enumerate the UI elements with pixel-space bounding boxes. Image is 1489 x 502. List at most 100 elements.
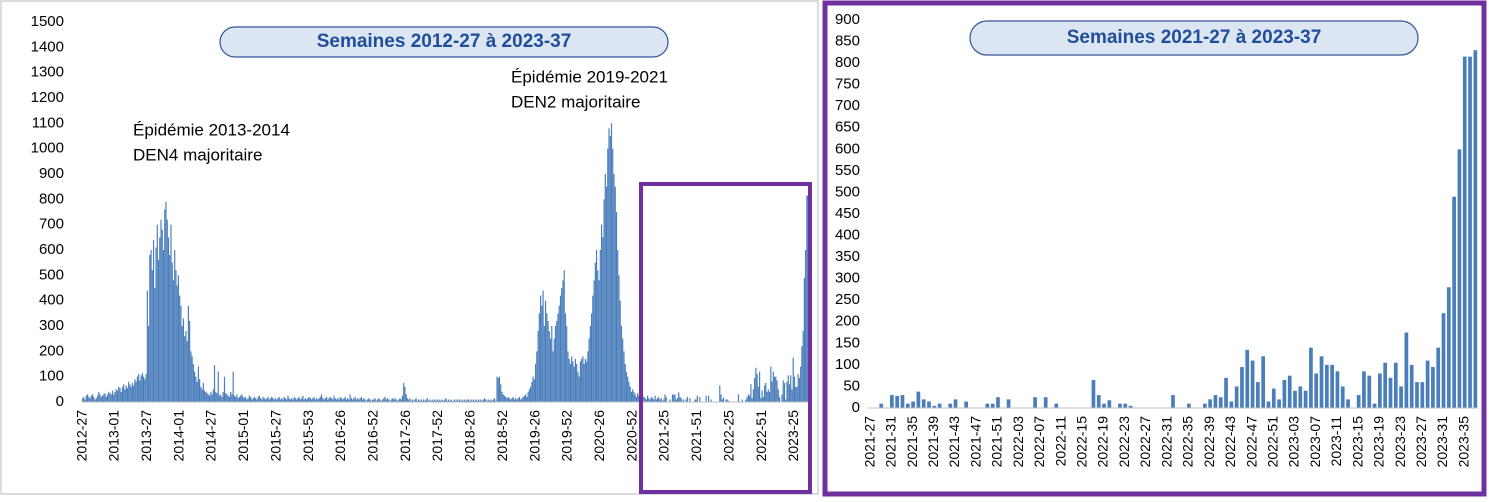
bar — [184, 336, 186, 402]
bar — [895, 395, 900, 408]
bar — [294, 398, 297, 402]
bar — [196, 381, 198, 402]
bar — [250, 396, 252, 402]
bar — [303, 399, 305, 402]
bar — [141, 372, 143, 402]
bar — [948, 403, 953, 408]
bar — [460, 400, 462, 402]
bar — [146, 290, 148, 402]
bar — [1431, 367, 1435, 408]
bar — [1446, 287, 1451, 408]
y-tick-label: 400 — [39, 292, 64, 309]
bar — [338, 399, 340, 402]
bar — [1399, 386, 1403, 408]
bar — [104, 393, 106, 402]
bar — [284, 398, 287, 402]
y-tick-label: 250 — [835, 291, 860, 308]
x-tick-label: 2022-43 — [1222, 416, 1238, 468]
bar — [257, 396, 259, 402]
bar — [495, 400, 497, 402]
x-tick-label: 2023-31 — [1434, 416, 1450, 468]
bar — [273, 399, 275, 402]
bar — [345, 399, 348, 402]
bar — [778, 396, 781, 402]
bar — [573, 366, 575, 402]
x-tick-label: 2016-52 — [365, 410, 381, 462]
bar — [404, 386, 406, 402]
bar — [311, 399, 313, 402]
bar — [501, 391, 503, 402]
bar — [286, 399, 288, 402]
bar — [362, 399, 364, 402]
bar — [339, 396, 341, 402]
bar — [719, 385, 721, 402]
bar — [598, 280, 600, 402]
bar — [269, 398, 272, 402]
bar — [911, 401, 915, 408]
bar — [927, 401, 931, 408]
bar — [542, 290, 544, 402]
bar — [455, 400, 457, 402]
x-tick-label: 2022-31 — [1158, 416, 1174, 468]
bar — [315, 398, 318, 402]
bar — [190, 351, 192, 402]
bar — [635, 396, 637, 402]
bar — [192, 364, 194, 402]
bar — [1234, 386, 1239, 408]
bar — [629, 386, 631, 402]
bar — [243, 398, 245, 402]
bar — [660, 398, 662, 402]
bar — [469, 400, 471, 402]
bar — [760, 398, 762, 402]
x-tick-label: 2021-43 — [946, 416, 962, 468]
bar — [617, 250, 619, 402]
bar — [537, 331, 539, 402]
bar — [213, 365, 216, 402]
bar — [135, 381, 137, 402]
bar — [610, 123, 613, 402]
y-tick-label: 400 — [835, 227, 860, 244]
annotation: Épidémie 2019-2021 — [511, 67, 668, 86]
bar — [722, 397, 725, 402]
bar — [165, 201, 167, 402]
bar — [1303, 390, 1308, 408]
bar — [373, 399, 375, 402]
x-tick-label: 2022-35 — [1180, 416, 1196, 468]
bar — [506, 398, 508, 402]
bar — [798, 377, 801, 402]
bar — [561, 288, 563, 402]
bar — [750, 384, 752, 402]
bar — [588, 338, 590, 402]
bar — [157, 260, 160, 402]
bar — [370, 400, 372, 402]
bar — [625, 371, 628, 402]
bar — [655, 399, 657, 402]
bar — [88, 396, 90, 402]
bar — [800, 366, 802, 402]
y-tick-label: 1100 — [32, 114, 64, 131]
bar — [536, 351, 538, 402]
bar — [381, 399, 384, 402]
bar — [755, 367, 757, 402]
bar — [482, 399, 484, 402]
bar — [450, 399, 452, 402]
bar — [223, 376, 226, 402]
title-box — [219, 26, 669, 58]
bar — [675, 399, 677, 402]
bar — [87, 394, 89, 402]
bar — [169, 255, 171, 402]
bar — [604, 174, 606, 402]
bar — [1271, 388, 1276, 408]
bar — [302, 395, 304, 402]
bar — [916, 391, 921, 408]
bar — [264, 399, 267, 402]
bar — [583, 364, 585, 402]
bar — [368, 398, 370, 402]
bar — [1393, 362, 1398, 408]
bar — [258, 395, 260, 402]
bar — [357, 398, 359, 402]
bar — [628, 381, 630, 402]
bar — [770, 366, 772, 402]
bar — [1043, 397, 1048, 408]
